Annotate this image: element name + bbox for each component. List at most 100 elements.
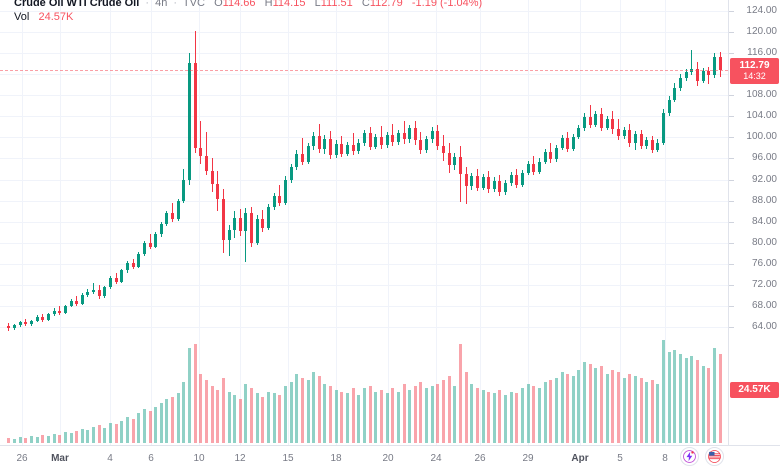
candle-body [515, 175, 518, 185]
volume-bar [532, 385, 535, 443]
candle-body [369, 133, 372, 147]
time-tick-label: 8 [662, 453, 668, 464]
price-tick-label: 64.00 [751, 321, 777, 333]
candle-body [19, 322, 22, 326]
volume-bar [318, 375, 321, 443]
candle-body [273, 196, 276, 208]
candle-body [679, 78, 682, 88]
volume-bar [719, 353, 722, 443]
candle-body [154, 234, 157, 248]
plot-area[interactable] [0, 0, 728, 445]
volume-bar [205, 379, 208, 443]
candle-body [476, 176, 479, 188]
volume-bar [380, 389, 383, 443]
gridline-vertical [110, 0, 111, 445]
gridline-horizontal [0, 243, 728, 244]
volume-bar [453, 385, 456, 443]
gridline-vertical [151, 0, 152, 445]
candle-wick [404, 121, 405, 144]
volume-bar [645, 381, 648, 443]
volume-bar [165, 399, 168, 443]
candle-body [397, 133, 400, 142]
candle-body [205, 156, 208, 172]
current-price-time: 14:32 [743, 70, 766, 81]
candle-body [459, 157, 462, 175]
volume-bar [696, 359, 699, 443]
volume-bar [668, 351, 671, 443]
volume-bar [233, 395, 236, 443]
volume-bar [493, 393, 496, 443]
time-tick-label: 26 [16, 453, 28, 464]
volume-bar [408, 389, 411, 443]
volume-bar [143, 409, 146, 443]
candle-body [346, 144, 349, 155]
price-tick-mark [729, 201, 734, 202]
volume-bar [707, 367, 710, 443]
candle-body [498, 180, 501, 193]
volume-bar [199, 373, 202, 443]
volume-bar [397, 391, 400, 443]
volume-bar [301, 377, 304, 443]
candle-body [651, 140, 654, 150]
candle-body [566, 138, 569, 149]
candle-body [572, 137, 575, 149]
candle-body [482, 177, 485, 188]
volume-bar [70, 433, 73, 443]
candle-body [278, 196, 281, 203]
gridline-horizontal [0, 95, 728, 96]
candle-body [555, 147, 558, 160]
volume-bar [19, 437, 22, 443]
price-tick-label: 104.00 [746, 110, 777, 122]
price-tick-label: 76.00 [751, 258, 777, 270]
price-tick-label: 124.00 [746, 4, 777, 16]
candle-body [312, 136, 315, 146]
volume-bar [115, 424, 118, 443]
volume-bar [538, 387, 541, 443]
candle-body [301, 154, 304, 162]
volume-bar [211, 385, 214, 443]
time-axis[interactable]: 26 Mar 4 6 10 12 15 18 20 24 26 29 Apr 5 8 [0, 445, 780, 471]
volume-bar [75, 431, 78, 443]
us-flag-icon[interactable] [705, 447, 724, 466]
volume-bar [329, 385, 332, 443]
volume-bar [81, 429, 84, 443]
volume-bar [656, 383, 659, 443]
gridline-vertical [620, 0, 621, 445]
candle-body [374, 137, 377, 147]
candle-wick [172, 202, 173, 222]
candle-body [36, 316, 39, 322]
volume-bar [419, 381, 422, 443]
candle-body [668, 100, 671, 114]
gridline-vertical [580, 0, 581, 445]
lightning-bolt-icon[interactable] [680, 447, 699, 466]
price-tick-mark [729, 306, 734, 307]
volume-bar [673, 349, 676, 443]
candle-body [538, 161, 541, 173]
price-tick-label: 100.00 [746, 131, 777, 143]
volume-bar [98, 425, 101, 443]
volume-bar [527, 383, 530, 443]
volume-bar [188, 347, 191, 443]
current-price-badge: 112.79 14:32 [730, 57, 779, 84]
candle-body [645, 140, 648, 146]
candle-body [165, 213, 168, 224]
candle-body [713, 57, 716, 75]
price-axis[interactable]: 124.00 120.00 116.00 108.00 104.00 100.00 96.0… [728, 0, 780, 445]
volume-bar [335, 389, 338, 443]
candle-body [470, 176, 473, 186]
candle-body [408, 127, 411, 140]
price-tick-mark [729, 264, 734, 265]
candle-body [318, 136, 321, 149]
time-tick-label: 20 [382, 453, 394, 464]
candle-body [442, 145, 445, 154]
candle-body [363, 133, 366, 143]
candle-body [109, 277, 112, 288]
gridline-vertical [388, 0, 389, 445]
current-volume-badge: 24.57K [730, 382, 779, 398]
volume-bar [651, 379, 654, 443]
volume-bar [566, 373, 569, 443]
candle-body [380, 137, 383, 145]
volume-bar [228, 391, 231, 443]
candle-body [250, 213, 253, 243]
candle-wick [150, 234, 151, 250]
